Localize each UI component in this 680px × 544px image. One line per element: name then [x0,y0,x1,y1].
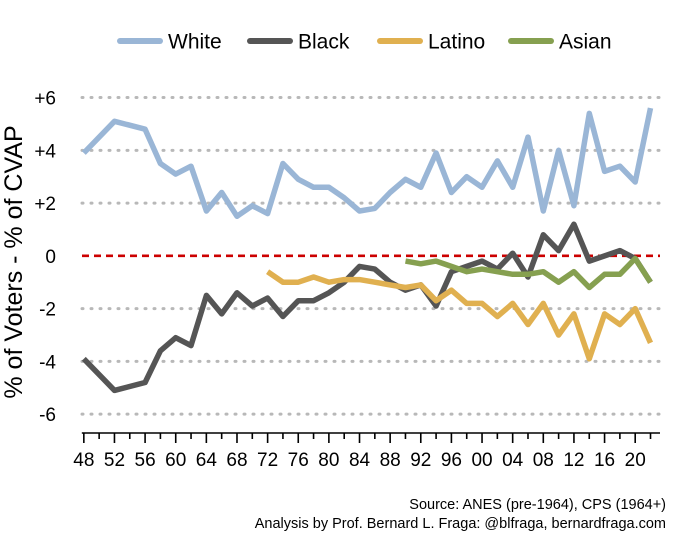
legend-label-white: White [168,31,222,54]
source-caption: Source: ANES (pre-1964), CPS (1964+) Ana… [255,496,666,534]
x-tick-label: 68 [226,450,247,471]
axes: +6 +4 +2 0 -2 -4 -6 48 52 56 60 64 68 72 76 80 84 88 92 96 0… [34,89,660,471]
legend-label-black: Black [298,31,350,54]
x-tick-label: 08 [533,450,554,471]
legend-label-latino: Latino [428,31,485,54]
series-lines [81,107,654,394]
x-tick-label: 76 [288,450,309,471]
source-line: Source: ANES (pre-1964), CPS (1964+) [409,497,666,513]
x-tick-label: 92 [410,450,431,471]
y-tick-label: -2 [39,300,56,321]
x-tick-label: 60 [165,450,186,471]
series-line-asian [405,255,653,291]
x-tick-label: 56 [135,450,156,471]
y-tick-label: +4 [34,141,56,162]
series-line-black [81,221,653,394]
series-line-latino [266,269,654,362]
x-tick-label: 52 [104,450,125,471]
legend: White Black Latino Asian [117,31,612,54]
credit-line: Analysis by Prof. Bernard L. Fraga: @blf… [254,516,666,532]
y-tick-label: -6 [39,405,56,426]
x-tick-label: 84 [349,450,371,471]
x-tick-label: 96 [441,450,462,471]
legend-label-asian: Asian [559,31,612,54]
x-tick-label: 04 [502,450,524,471]
x-tick-label: 20 [625,450,646,471]
x-tick-label: 48 [73,450,94,471]
x-tick-label: 16 [594,450,615,471]
x-tick-label: 80 [318,450,339,471]
x-tick-label: 72 [257,450,278,471]
x-tick-label: 12 [563,450,584,471]
y-axis-label: % of Voters - % of CVAP [0,125,28,398]
x-tick-label: 88 [380,450,401,471]
x-tick-label: 00 [471,450,492,471]
y-tick-label: +6 [34,89,56,110]
y-tick-label: 0 [45,247,56,268]
y-tick-label: +2 [34,194,56,215]
gridlines [80,96,662,416]
series-line-white [81,107,654,220]
x-tick-label: 64 [196,450,218,471]
y-tick-label: -4 [39,352,56,373]
